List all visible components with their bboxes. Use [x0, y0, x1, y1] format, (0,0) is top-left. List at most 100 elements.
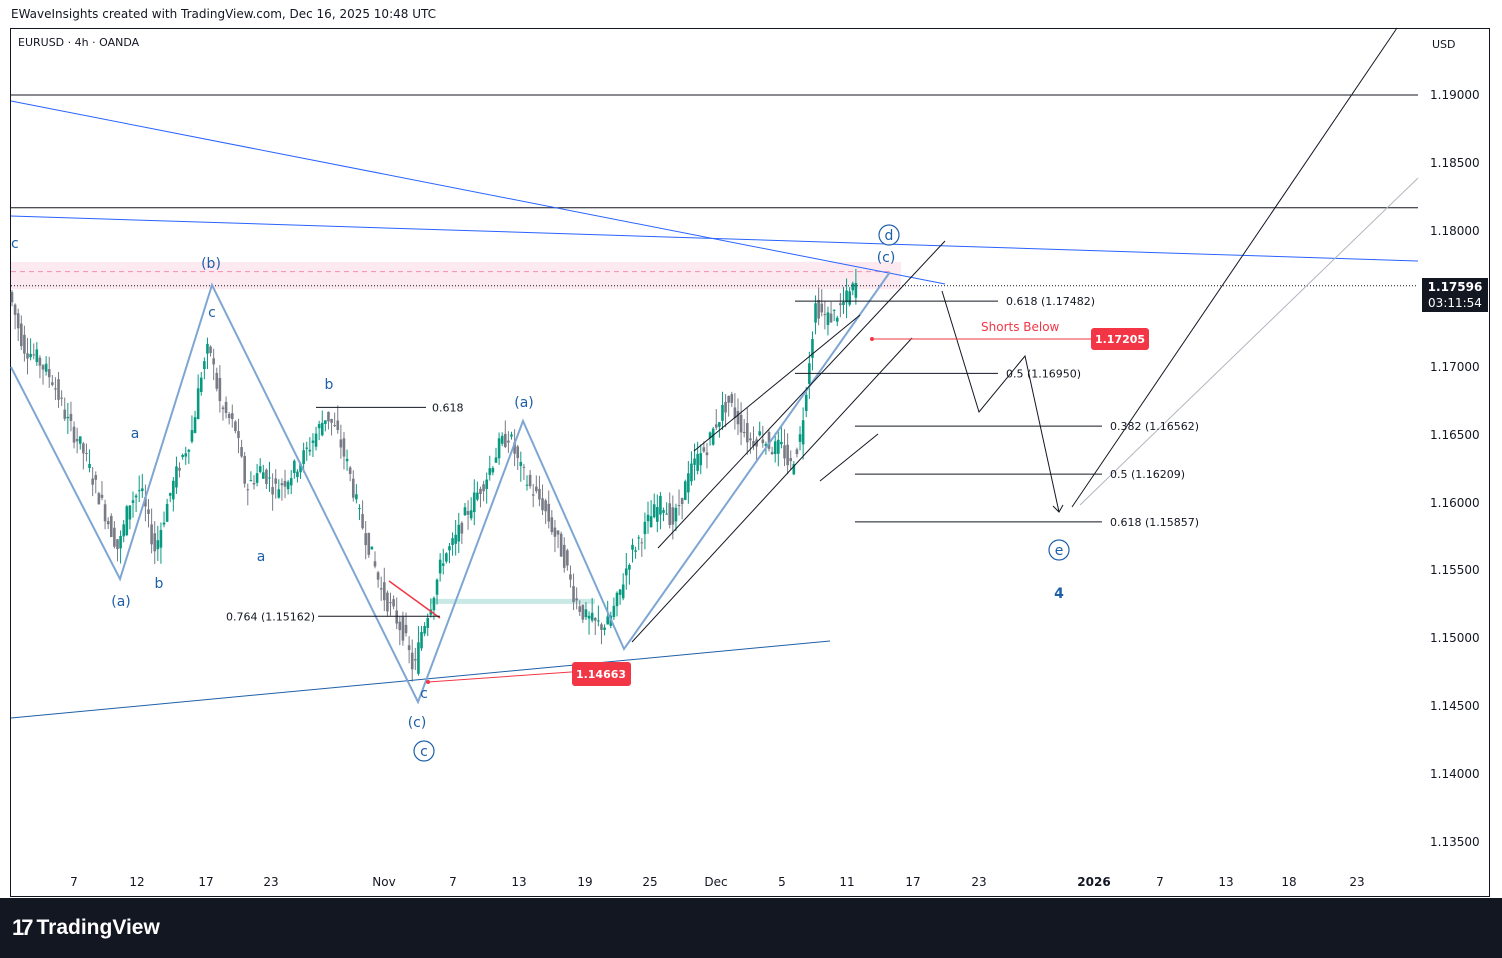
candle-body [693, 458, 696, 465]
wave-label: c [11, 236, 19, 252]
candle-body [789, 458, 793, 462]
candle-body [23, 334, 26, 354]
candle-body [277, 489, 281, 498]
candle-body [51, 382, 54, 385]
time-axis-tick: 19 [577, 875, 592, 889]
candle-body [662, 510, 665, 513]
red-line [427, 669, 601, 683]
candle-body [317, 424, 321, 429]
candle-body [128, 505, 132, 520]
candle-body [351, 478, 355, 498]
candle-body [280, 483, 284, 486]
candle-body [618, 589, 622, 595]
candle-body [488, 468, 492, 475]
candle-body [88, 463, 91, 468]
candle-body [153, 533, 157, 552]
time-axis-tick: 12 [129, 875, 144, 889]
candle-body [286, 481, 290, 490]
candle-body [736, 411, 740, 425]
candle-body [801, 420, 805, 445]
candle-body [820, 303, 824, 313]
candle-body [817, 299, 820, 319]
low-price-badge [572, 662, 631, 686]
candle-body [851, 283, 855, 291]
candle-body [417, 642, 420, 674]
symbol-info[interactable]: EURUSD · 4h · OANDA [18, 36, 140, 49]
candle-body [454, 534, 457, 544]
candle-body [745, 423, 749, 443]
candle-body [184, 453, 188, 457]
candle-body [603, 627, 606, 630]
candle-body [271, 487, 274, 495]
candle-body [646, 514, 650, 522]
candle-body [656, 507, 659, 522]
candle-body [597, 620, 600, 622]
candle-body [407, 645, 411, 651]
candle-body [677, 504, 681, 507]
candle-body [497, 438, 501, 459]
candle-body [804, 394, 808, 412]
chart-frame[interactable] [10, 28, 1490, 897]
candle-body [535, 486, 538, 492]
candle-body [503, 433, 507, 448]
candle-body [196, 388, 200, 419]
candle-body [829, 313, 833, 323]
candle-body [333, 425, 336, 427]
candle-body [345, 458, 349, 462]
candle-body [522, 466, 526, 468]
candle-body [57, 379, 60, 400]
red-line [388, 580, 441, 619]
candle-body [305, 447, 309, 449]
candle-body [10, 292, 14, 303]
price-axis-tick: 1.14500 [1430, 699, 1480, 713]
candle-body [783, 445, 786, 459]
candle-body [823, 314, 827, 316]
time-axis-tick: 7 [1156, 875, 1164, 889]
time-axis-tick: 23 [971, 875, 986, 889]
candle-body [516, 446, 520, 459]
last-price: 1.17596 [1427, 280, 1483, 294]
currency-label[interactable]: USD [1432, 38, 1456, 51]
candle-body [606, 616, 609, 625]
candle-body [237, 431, 240, 439]
candle-body [227, 413, 231, 419]
time-axis-tick: 5 [778, 875, 786, 889]
candle-body [680, 498, 684, 505]
time-axis-tick: Nov [372, 875, 395, 889]
candle-body [414, 659, 417, 661]
candle-body [209, 346, 212, 354]
fib-level-label: 0.618 (1.15857) [1110, 516, 1199, 529]
candle-body [187, 449, 191, 452]
candle-body [491, 467, 495, 473]
candle-body [54, 388, 57, 390]
price-axis-tick: 1.13500 [1430, 835, 1480, 849]
price-axis-tick: 1.17000 [1430, 360, 1480, 374]
candle-body [708, 432, 712, 439]
wave-label: b [155, 576, 164, 592]
wave-label: (b) [201, 256, 221, 272]
candle-body [538, 488, 541, 500]
tradingview-logo[interactable]: 17 TradingView [12, 915, 160, 941]
candle-body [330, 418, 333, 423]
candle-body [541, 498, 544, 511]
circled-wave-marker [1048, 539, 1070, 561]
candle-body [119, 535, 122, 549]
candle-body [218, 377, 222, 402]
candle-body [777, 439, 780, 454]
candle-body [581, 604, 585, 620]
candle-body [531, 494, 535, 496]
candle-body [212, 358, 215, 365]
wave-label: (a) [514, 395, 534, 411]
candle-body [376, 572, 380, 580]
candle-body [848, 291, 851, 305]
candle-body [566, 550, 569, 566]
candle-body [190, 430, 194, 442]
candle-body [339, 439, 343, 448]
fib-level-label: 0.382 (1.16562) [1110, 420, 1199, 433]
candle-body [206, 343, 209, 354]
fib-level-label: 0.5 (1.16950) [1006, 367, 1081, 380]
last-price-tag: 1.17596 03:11:54 [1422, 278, 1488, 312]
candle-body [842, 301, 845, 306]
candle-body [448, 546, 451, 551]
